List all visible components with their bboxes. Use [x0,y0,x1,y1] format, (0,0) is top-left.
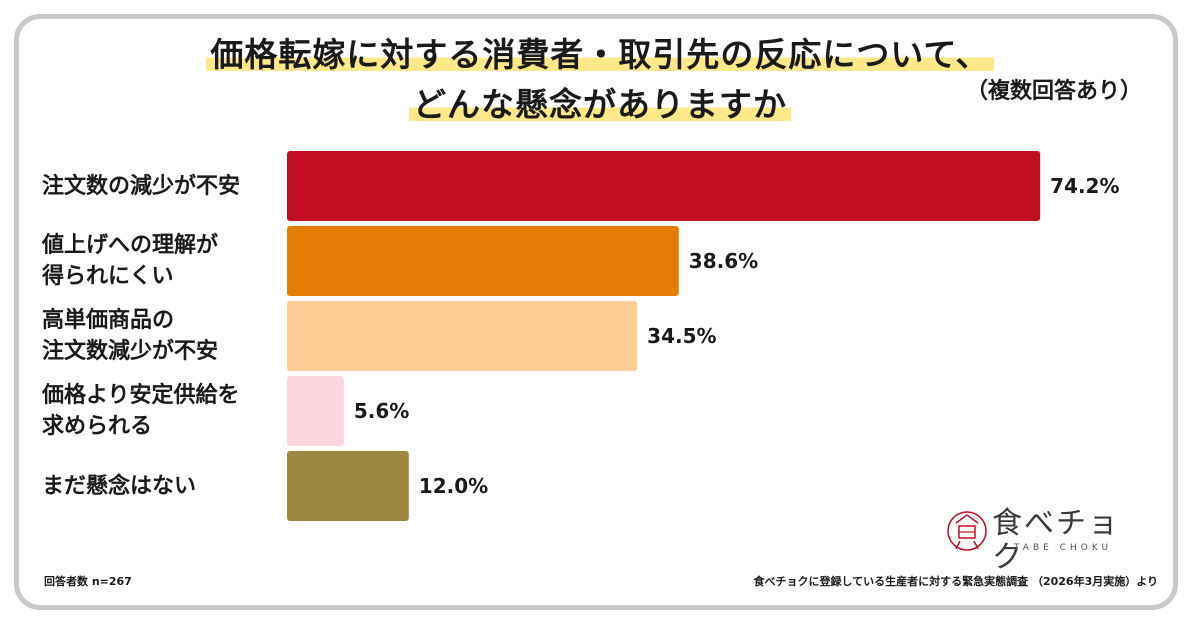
bar-1 [287,151,1041,221]
chart-subtitle-note: （複数回答あり） [966,79,1143,104]
value-label-2: 38.6% [689,249,758,273]
value-label-1: 74.2% [1050,174,1119,198]
value-label-4: 5.6% [354,399,409,423]
category-label-5: まだ懸念はない [42,473,197,499]
category-label-2: 値上げへの理解が 得られにくい [42,233,219,289]
tabechoku-logo: 食べチョク TABE CHOKU [944,503,1144,575]
source-note: 食べチョクに登録している生産者に対する緊急実態調査 （2026年3月実施）より [753,575,1158,588]
chart-title-line-1: 価格転嫁に対する消費者・取引先の反応について、 [0,35,1200,75]
category-label-1: 注文数の減少が不安 [42,173,241,199]
respondent-count: 回答者数 n=267 [44,575,132,588]
bar-4 [287,376,344,446]
bar-2 [287,226,679,296]
logo-wordmark: 食べチョク [992,506,1120,575]
category-label-4: 価格より安定供給を 求められる [42,383,240,439]
bar-3 [287,301,638,371]
logo-subtext: TABE CHOKU [1014,543,1113,553]
value-label-5: 12.0% [419,474,488,498]
value-label-3: 34.5% [647,324,716,348]
chart-title-line-2: どんな懸念がありますか [0,85,1200,125]
bar-5 [287,451,409,521]
logo-emblem-icon [947,511,987,551]
category-label-3: 高単価商品の 注文数減少が不安 [42,308,219,364]
